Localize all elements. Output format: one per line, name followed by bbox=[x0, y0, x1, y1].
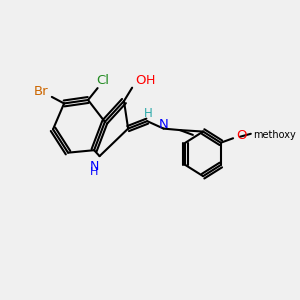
Text: O: O bbox=[136, 74, 146, 87]
Text: O: O bbox=[236, 129, 247, 142]
Text: methoxy: methoxy bbox=[253, 130, 296, 140]
Text: N: N bbox=[89, 160, 99, 173]
Text: Br: Br bbox=[34, 85, 49, 98]
Text: H: H bbox=[144, 107, 153, 120]
Text: H: H bbox=[146, 74, 155, 87]
Text: Cl: Cl bbox=[97, 74, 110, 87]
Text: N: N bbox=[159, 118, 168, 130]
Text: H: H bbox=[90, 167, 98, 178]
